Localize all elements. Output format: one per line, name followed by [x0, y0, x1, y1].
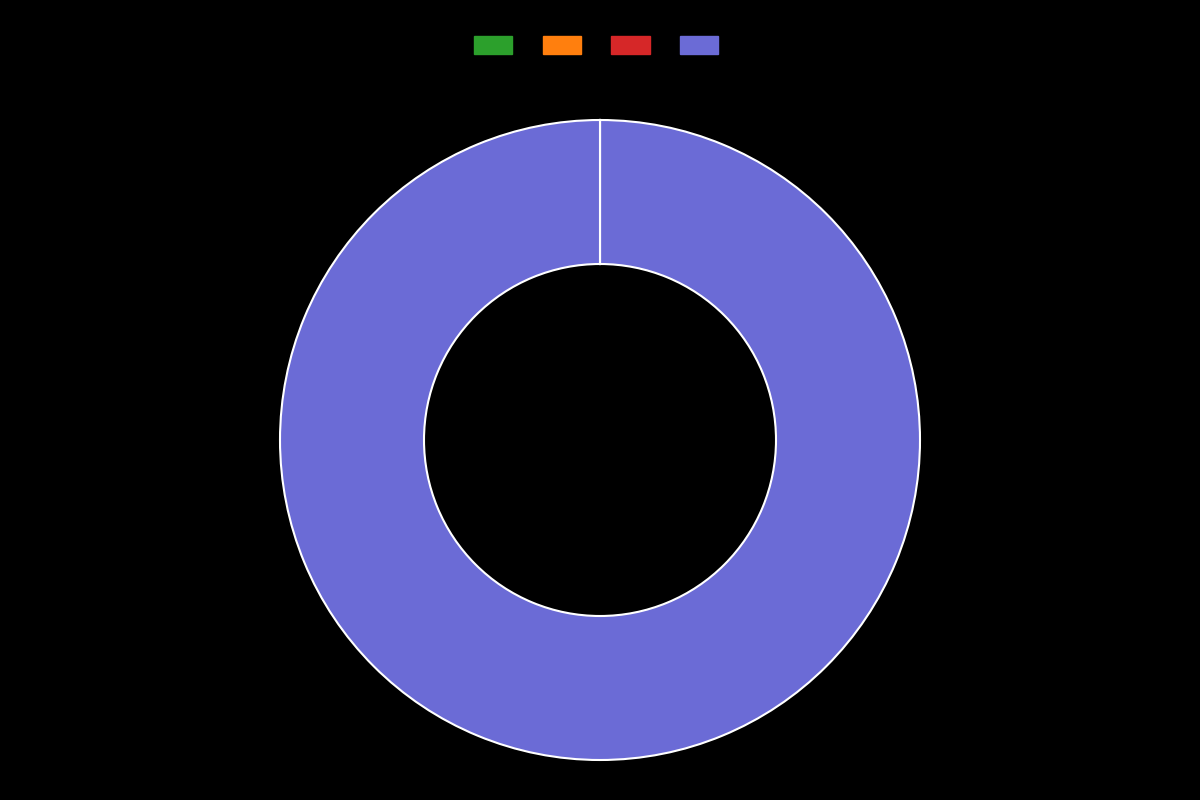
Wedge shape — [280, 120, 920, 760]
Legend: , , , : , , , — [469, 32, 731, 58]
